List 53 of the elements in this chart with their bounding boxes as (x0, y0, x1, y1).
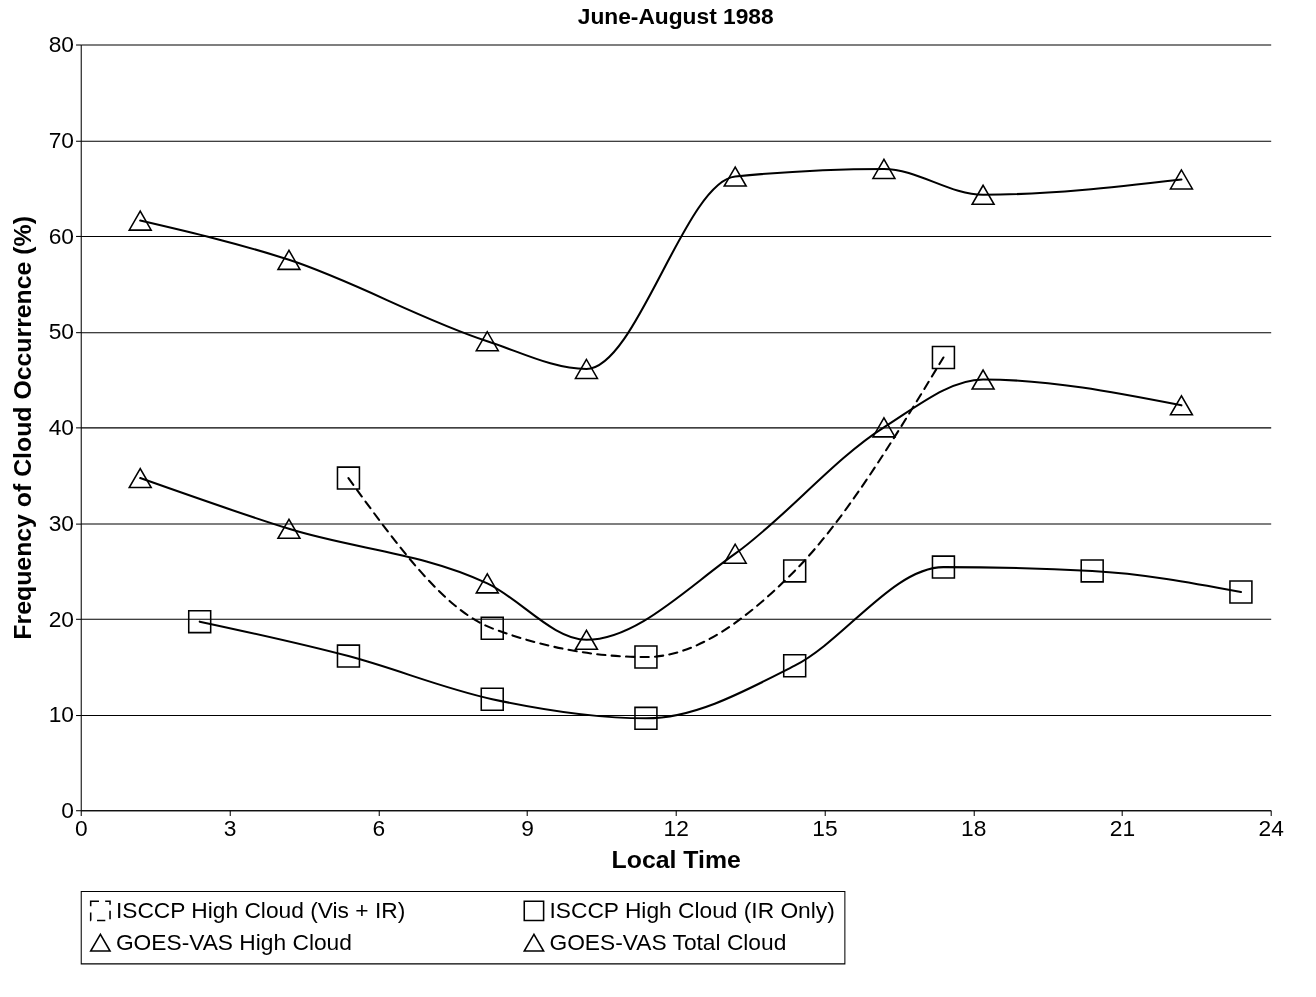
legend-label: GOES-VAS High Cloud (115, 928, 352, 955)
point (782, 653, 807, 678)
point (480, 616, 504, 641)
point (277, 249, 301, 271)
x-tick-label: 9 (521, 814, 534, 841)
point (872, 158, 896, 180)
y-tick-label: 40 (48, 414, 74, 441)
point (782, 559, 807, 583)
point (971, 369, 995, 390)
legend-label: GOES-VAS Total Cloud (549, 928, 787, 955)
legend-label: ISCCP High Cloud (IR Only) (549, 897, 835, 924)
point (634, 645, 658, 669)
chart-title: June-August 1988 (577, 2, 774, 29)
x-tick-label: 18 (961, 814, 987, 841)
point (475, 573, 500, 594)
y-axis-title: Frequency of Cloud Occurrence (%) (9, 216, 37, 640)
point (128, 467, 152, 489)
point (723, 543, 747, 564)
y-tick-label: 30 (48, 509, 74, 536)
point (931, 345, 956, 370)
y-tick-label: 70 (48, 126, 74, 153)
x-axis-title: Local Time (611, 845, 741, 873)
point (971, 184, 995, 206)
point (336, 644, 361, 668)
point (277, 518, 301, 540)
point (574, 358, 599, 380)
x-tick-label: 15 (812, 814, 838, 841)
point (1169, 169, 1194, 190)
x-tick-label: 3 (223, 814, 237, 841)
legend-label: ISCCP High Cloud (Vis + IR) (115, 897, 406, 924)
point (187, 609, 212, 634)
y-tick-label: 50 (48, 318, 74, 345)
point (931, 555, 956, 579)
point (723, 166, 747, 187)
y-tick-label: 0 (61, 796, 74, 823)
point (1080, 559, 1104, 583)
point (1169, 395, 1194, 416)
point (480, 687, 504, 711)
point (475, 330, 500, 352)
x-tick-label: 6 (372, 814, 386, 841)
x-tick-label: 24 (1258, 814, 1284, 841)
y-tick-label: 20 (48, 605, 74, 632)
point (574, 629, 599, 651)
y-tick-label: 10 (48, 701, 74, 728)
point (1229, 580, 1253, 604)
point (336, 466, 361, 490)
y-tick-label: 60 (48, 222, 74, 249)
point (128, 210, 152, 231)
point (872, 417, 896, 438)
y-tick-label: 80 (48, 31, 74, 58)
x-tick-label: 21 (1109, 814, 1136, 841)
x-tick-label: 12 (663, 814, 689, 841)
point (634, 706, 658, 731)
